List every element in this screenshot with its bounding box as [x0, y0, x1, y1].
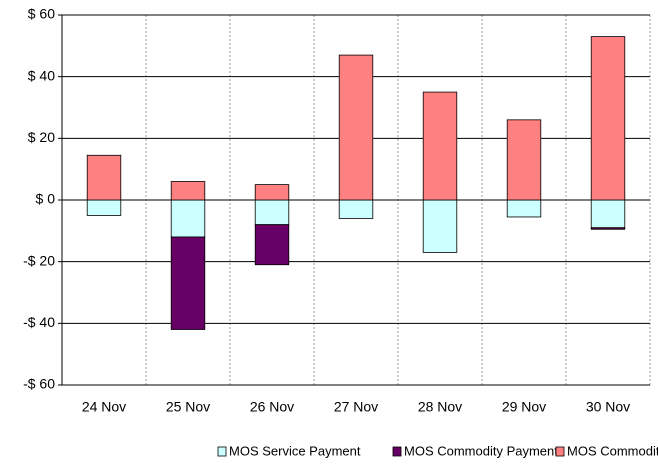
bar-segment	[170, 181, 206, 201]
y-tick-label: $ 60	[28, 6, 55, 22]
legend-label: MOS Commodity charge	[567, 443, 658, 458]
bar-segment	[338, 54, 374, 201]
bar-segment	[590, 199, 626, 229]
x-tick-label: 29 Nov	[502, 399, 546, 415]
bar-segment	[254, 184, 290, 201]
x-tick-label: 26 Nov	[250, 399, 294, 415]
legend-swatch	[555, 446, 565, 457]
bar-segment	[338, 199, 374, 219]
bar-segment	[506, 119, 542, 201]
bar-segment	[422, 91, 458, 201]
bar-segment	[254, 199, 290, 226]
legend-label: MOS Commodity Payment	[404, 443, 558, 458]
y-tick-label: $ 40	[28, 67, 55, 83]
bar-segment	[422, 199, 458, 253]
x-tick-label: 28 Nov	[418, 399, 462, 415]
y-tick-label: -$ 20	[23, 252, 55, 268]
y-tick-label: -$ 60	[23, 376, 55, 392]
bar-segment	[170, 199, 206, 238]
legend-label: MOS Service Payment	[229, 443, 361, 458]
bar-segment	[506, 199, 542, 218]
bar-segment	[170, 236, 206, 330]
bar-segment	[86, 199, 122, 216]
x-tick-label: 30 Nov	[586, 399, 630, 415]
bar-segment	[590, 36, 626, 201]
legend-swatch	[392, 446, 402, 457]
x-tick-label: 24 Nov	[82, 399, 126, 415]
y-tick-label: -$ 40	[23, 314, 55, 330]
bar-segment	[86, 154, 122, 201]
x-tick-label: 25 Nov	[166, 399, 210, 415]
bar-segment	[590, 227, 626, 230]
legend: MOS Service Payment MOS Commodity Payment…	[217, 443, 658, 458]
y-tick-label: $ 20	[28, 129, 55, 145]
legend-swatch	[217, 446, 227, 457]
bar-segment	[254, 224, 290, 266]
y-tick-label: $ 0	[36, 191, 56, 207]
x-tick-label: 27 Nov	[334, 399, 378, 415]
